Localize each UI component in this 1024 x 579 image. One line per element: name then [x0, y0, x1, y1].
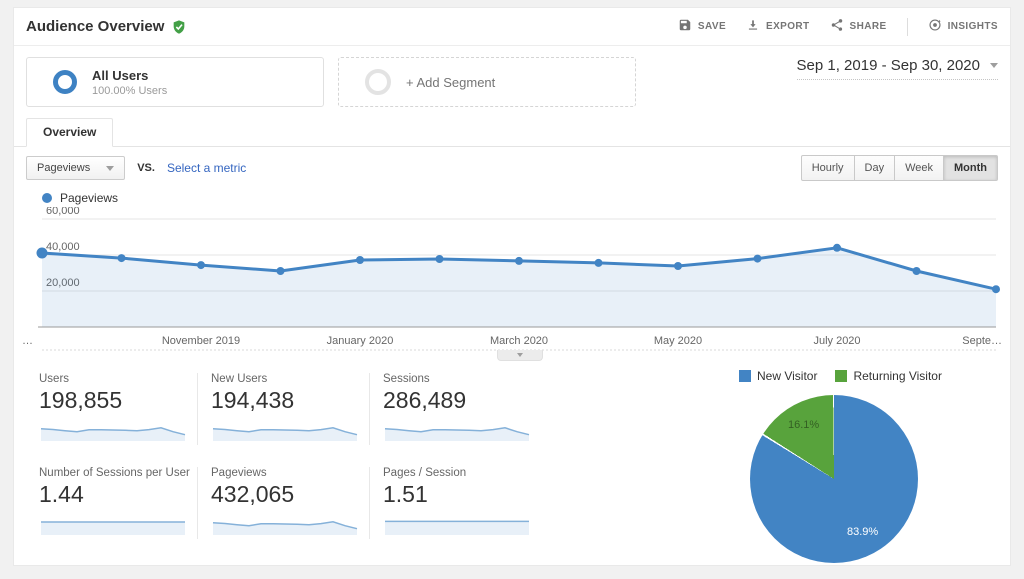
chevron-down-icon	[990, 63, 998, 68]
svg-text:March 2020: March 2020	[490, 335, 548, 347]
visitor-type-pie-chart: 16.1% 83.9%	[750, 395, 918, 563]
insights-button[interactable]: INSIGHTS	[928, 18, 998, 35]
svg-text:November 2019: November 2019	[162, 335, 240, 347]
chart-toolbar: Pageviews VS. Select a metric Hourly Day…	[14, 147, 1010, 189]
pie-slice-label-new: 83.9%	[847, 526, 879, 538]
verified-shield-icon	[171, 19, 187, 35]
report-header: Audience Overview SAVE EXPORT SHARE INSI…	[14, 8, 1010, 46]
svg-text:July 2020: July 2020	[813, 335, 860, 347]
select-metric-link[interactable]: Select a metric	[166, 161, 247, 175]
metric-card-users[interactable]: Users 198,855	[26, 373, 198, 445]
pie-slice-label-returning: 16.1%	[788, 419, 820, 431]
pageviews-area-chart: 20,000 40,000 60,000 … November 2019 January …	[22, 207, 1002, 351]
share-button[interactable]: SHARE	[830, 18, 887, 35]
granularity-week-button[interactable]: Week	[895, 155, 945, 181]
page-title: Audience Overview	[26, 18, 165, 35]
timeseries-legend: Pageviews	[14, 189, 1010, 207]
export-download-icon	[746, 18, 760, 35]
metric-card-sessions-per-user[interactable]: Number of Sessions per User 1.44	[26, 467, 198, 539]
metric-card-sessions[interactable]: Sessions 286,489	[370, 373, 542, 445]
sparkline	[41, 521, 185, 535]
metric-card-pages-per-session[interactable]: Pages / Session 1.51	[370, 467, 542, 539]
insights-icon	[928, 18, 942, 35]
vs-label: VS.	[137, 162, 155, 174]
visitor-type-panel: New Visitor Returning Visitor 16.1% 83.9…	[542, 367, 998, 563]
audience-overview-page: Audience Overview SAVE EXPORT SHARE INSI…	[14, 8, 1010, 565]
sparkline	[212, 521, 358, 535]
metric-selector-dropdown[interactable]: Pageviews	[26, 156, 126, 180]
segment-row: All Users 100.00% Users + Add Segment Se…	[14, 46, 1010, 119]
svg-text:May 2020: May 2020	[654, 335, 702, 347]
svg-text:20,000: 20,000	[46, 277, 80, 289]
save-icon	[678, 18, 692, 35]
legend-new-visitor: New Visitor	[739, 369, 817, 383]
segment-all-users[interactable]: All Users 100.00% Users	[26, 57, 324, 107]
empty-segment-ring-icon	[365, 69, 391, 95]
add-segment-label: + Add Segment	[406, 74, 496, 90]
date-range-selector[interactable]: Sep 1, 2019 - Sep 30, 2020	[796, 57, 998, 80]
svg-text:…: …	[22, 335, 33, 347]
chevron-down-icon	[106, 165, 115, 171]
sparkline	[40, 427, 186, 441]
add-segment-button[interactable]: + Add Segment	[338, 57, 636, 107]
sparkline	[384, 427, 530, 441]
metric-card-pageviews[interactable]: Pageviews 432,065	[198, 467, 370, 539]
share-icon	[830, 18, 844, 35]
granularity-hourly-button[interactable]: Hourly	[800, 155, 855, 181]
segment-name: All Users	[92, 67, 149, 83]
segment-ring-icon	[53, 70, 77, 94]
header-divider	[906, 17, 908, 36]
sparkline	[385, 520, 529, 535]
date-range-value: Sep 1, 2019 - Sep 30, 2020	[796, 57, 980, 74]
legend-swatch-icon	[835, 370, 848, 382]
metric-cards: Users 198,855 New Users 194,438 Sessions…	[26, 373, 542, 539]
granularity-buttons: Hourly Day Week Month	[800, 155, 998, 181]
header-actions: SAVE EXPORT SHARE INSIGHTS	[678, 17, 998, 36]
granularity-month-button[interactable]: Month	[944, 155, 998, 181]
chevron-down-icon	[517, 353, 523, 357]
series-dot-icon	[42, 193, 52, 203]
export-button[interactable]: EXPORT	[746, 18, 810, 35]
chart-collapse-button[interactable]	[497, 350, 543, 361]
legend-returning-visitor: Returning Visitor	[835, 369, 942, 383]
pie-legend: New Visitor Returning Visitor	[739, 369, 942, 383]
timeseries-chart: 20,000 40,000 60,000 … November 2019 January …	[14, 207, 1010, 361]
svg-text:January 2020: January 2020	[327, 335, 394, 347]
segment-detail: 100.00% Users	[92, 84, 168, 97]
legend-swatch-icon	[739, 370, 751, 382]
svg-text:Septe…: Septe…	[962, 335, 1002, 347]
summary-section: Users 198,855 New Users 194,438 Sessions…	[14, 367, 1010, 563]
sparkline	[212, 427, 358, 441]
svg-text:60,000: 60,000	[46, 207, 80, 217]
tab-overview[interactable]: Overview	[26, 118, 114, 147]
svg-text:40,000: 40,000	[46, 241, 80, 253]
granularity-day-button[interactable]: Day	[854, 155, 896, 181]
series-name: Pageviews	[60, 191, 119, 205]
save-button[interactable]: SAVE	[678, 18, 726, 35]
metric-card-new-users[interactable]: New Users 194,438	[198, 373, 370, 445]
tab-bar: Overview	[14, 118, 1010, 147]
